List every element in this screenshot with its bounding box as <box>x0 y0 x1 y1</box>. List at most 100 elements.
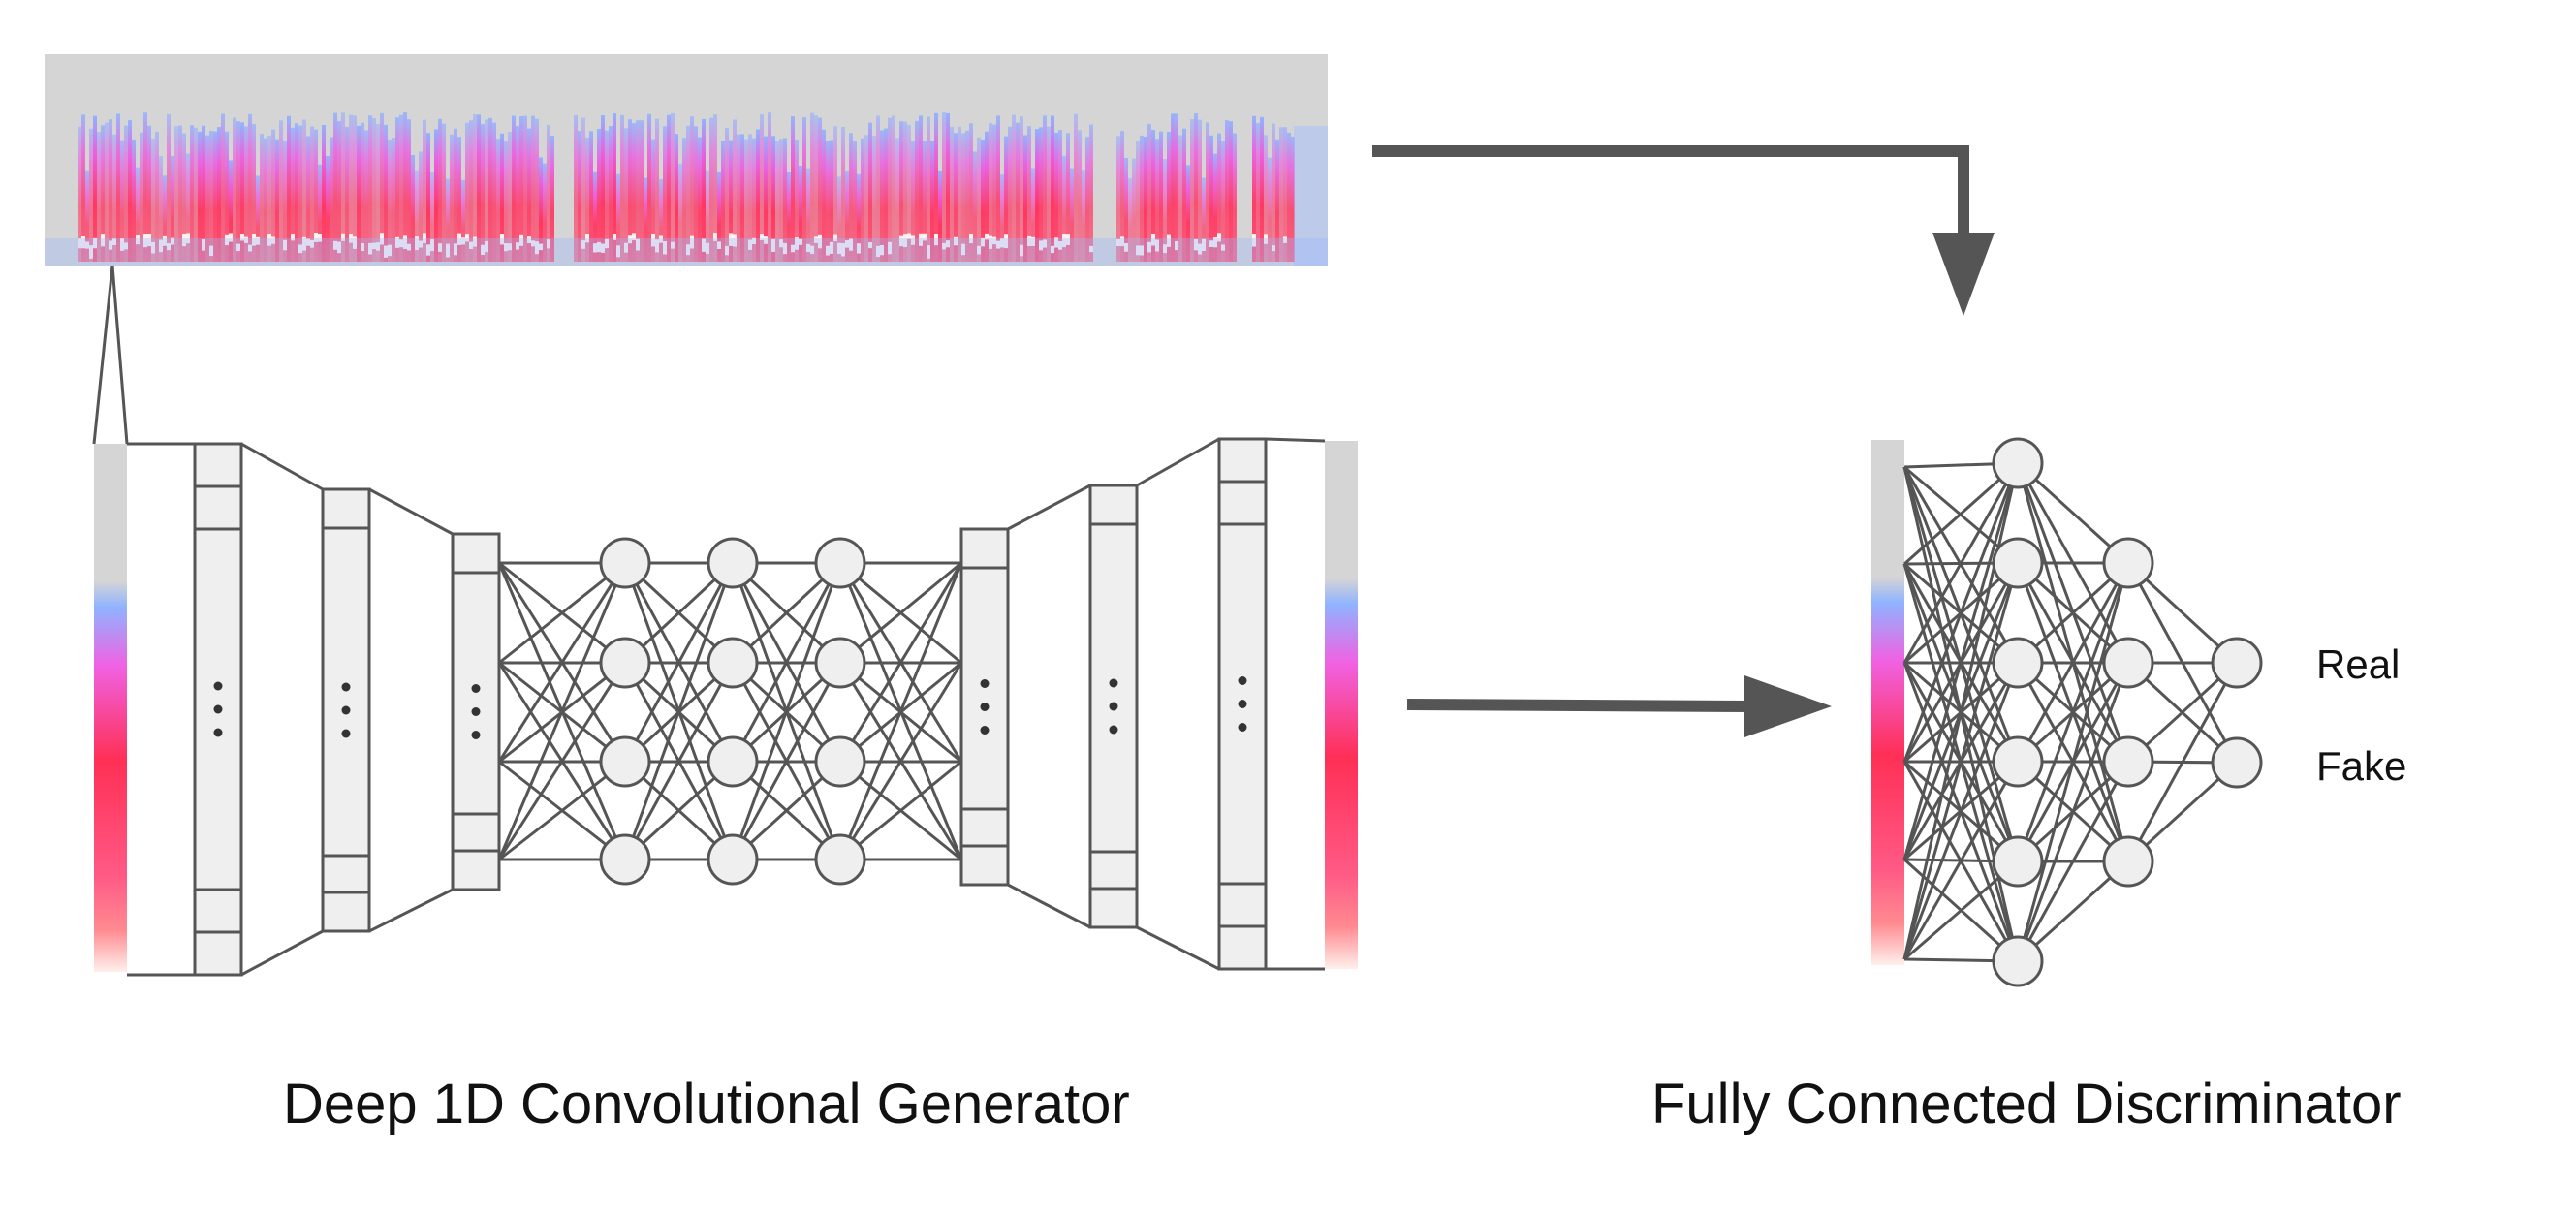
spectrogram-peak <box>888 241 892 255</box>
spectrogram-column <box>1272 123 1275 262</box>
spectrogram-column <box>543 163 547 262</box>
spectrogram-column <box>655 118 659 262</box>
spectrogram-peak <box>147 234 151 247</box>
spectrogram-peak <box>337 241 341 254</box>
bottleneck-node <box>599 537 651 589</box>
spectrogram-peak <box>376 242 380 251</box>
spectrogram-peak <box>849 238 853 251</box>
spectrogram-column <box>1167 131 1171 262</box>
connector-line <box>240 442 324 491</box>
spectrogram-peak <box>857 243 861 254</box>
spectrogram-column <box>547 124 550 262</box>
spectrogram-column <box>225 131 229 262</box>
spectrogram-peak <box>1194 238 1198 251</box>
spectrogram-peak <box>961 243 965 256</box>
spectrogram-column <box>1151 130 1155 262</box>
spectrogram-column <box>640 120 644 263</box>
spectrogram-peak <box>1124 243 1128 252</box>
spectrogram-column <box>198 131 202 262</box>
spectrogram-column <box>826 141 830 262</box>
input-spectrogram <box>45 54 1328 266</box>
discriminator-hidden1-node <box>1992 437 2044 489</box>
spectrogram-peak <box>519 234 523 246</box>
spectrogram-column <box>1058 129 1062 262</box>
bottleneck-node <box>599 735 651 788</box>
spectrogram-column <box>636 120 640 263</box>
spectrogram-column <box>1054 132 1058 262</box>
spectrogram-peak <box>702 238 706 252</box>
spectrogram-peak <box>636 238 640 251</box>
discriminator-edge <box>2016 662 2130 962</box>
spectrogram-peak <box>167 243 171 251</box>
spectrogram-column <box>593 171 597 262</box>
spectrogram-peak <box>868 242 872 249</box>
discriminator-network <box>1871 437 2263 987</box>
spectrogram-column <box>857 173 861 262</box>
spectrogram-column <box>1039 127 1043 262</box>
spectrogram-column <box>136 167 140 262</box>
spectrogram-peak <box>942 242 946 250</box>
spectrogram-peak <box>651 234 655 247</box>
spectrogram-column <box>450 134 454 262</box>
spectrogram-peak <box>1000 238 1004 248</box>
spectrogram-column <box>1209 135 1213 262</box>
spectrogram-column <box>454 128 457 262</box>
spectrogram-column <box>678 163 682 262</box>
spectrogram-column <box>217 127 221 262</box>
spectrogram-column <box>744 139 748 262</box>
connector-line <box>1136 925 1220 971</box>
bottleneck-edge <box>497 562 627 763</box>
spectrogram-column <box>783 138 787 262</box>
spectrogram-column <box>1089 124 1093 262</box>
discriminator-edge <box>2016 562 2130 763</box>
spectrogram-column <box>1275 139 1279 262</box>
spectrogram-peak <box>333 240 337 250</box>
spectrogram-column <box>264 138 267 262</box>
spectrogram-peak <box>927 245 930 259</box>
spectrogram-column <box>771 136 775 262</box>
spectrogram-peak <box>1054 237 1058 248</box>
spectrogram-column <box>806 168 810 262</box>
spectrogram-column <box>992 124 996 262</box>
spectrogram-column <box>368 115 372 263</box>
spectrogram-column <box>423 119 426 263</box>
spectrogram-peak <box>302 236 306 251</box>
spectrogram-peak <box>880 244 884 256</box>
spectrogram-column <box>1171 113 1175 262</box>
spectrogram-column <box>810 112 814 262</box>
spectrogram-column <box>837 176 841 262</box>
spectrogram-column <box>209 131 213 262</box>
spectrogram-peak <box>163 235 167 246</box>
spectrogram-peak <box>159 239 163 253</box>
ellipsis-dot <box>1109 678 1118 688</box>
generator-input-strip <box>94 444 127 972</box>
spectrogram-column <box>927 116 930 263</box>
spectrogram-column <box>213 131 217 262</box>
spectrogram-column <box>426 133 430 262</box>
spectrogram-column <box>830 140 833 262</box>
spectrogram-column <box>923 141 927 262</box>
spectrogram-column <box>492 122 496 262</box>
spectrogram-column <box>706 170 709 262</box>
spectrogram-column <box>574 114 578 263</box>
spectrogram-column <box>283 140 287 262</box>
spectrogram-column <box>469 120 473 262</box>
connector-line <box>1136 437 1220 487</box>
spectrogram-peak <box>1151 234 1155 246</box>
zoom-lines <box>92 265 129 445</box>
spectrogram-column <box>349 114 353 262</box>
spectrogram-column <box>973 151 977 262</box>
spectrogram-peak <box>1209 240 1213 247</box>
spectrogram-peak <box>136 235 140 245</box>
spectrogram-column <box>461 179 465 262</box>
spectrogram-column <box>244 126 248 262</box>
spectrogram-peak <box>1039 240 1043 251</box>
spectrogram-peak <box>663 241 667 255</box>
spectrogram-column <box>597 128 601 262</box>
spectrogram-peak <box>1264 234 1268 244</box>
ellipsis-dot <box>980 726 990 735</box>
generator-caption: Deep 1D Convolutional Generator <box>283 1073 1130 1136</box>
discriminator-hidden2-node <box>2102 637 2154 689</box>
generator-network <box>94 437 1358 977</box>
spectrogram-column <box>465 122 469 262</box>
